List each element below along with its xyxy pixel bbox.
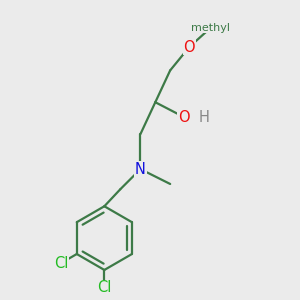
- Text: O: O: [178, 110, 190, 124]
- Text: Cl: Cl: [97, 280, 112, 296]
- Text: N: N: [135, 162, 146, 177]
- Text: H: H: [199, 110, 210, 124]
- Text: O: O: [184, 40, 195, 55]
- Text: Cl: Cl: [54, 256, 68, 271]
- Text: methyl: methyl: [191, 23, 230, 33]
